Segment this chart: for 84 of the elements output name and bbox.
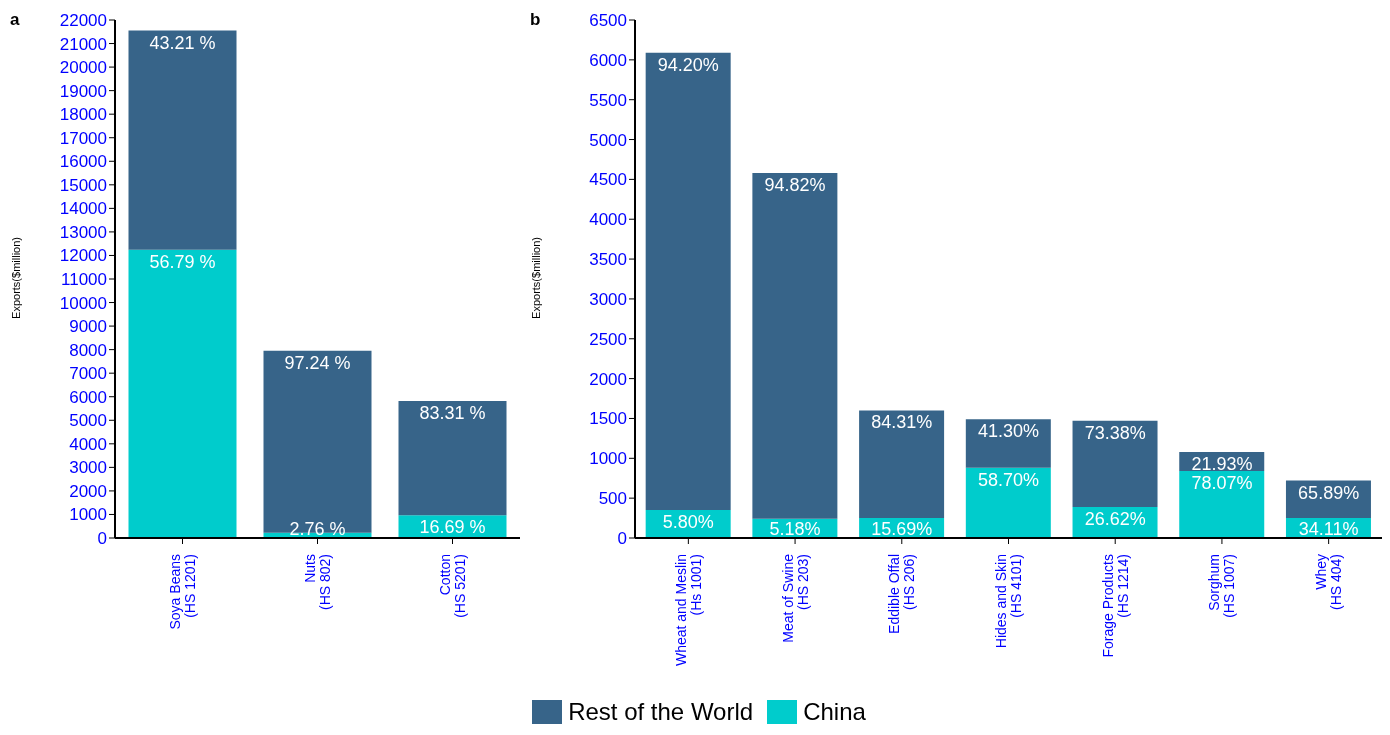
bar [1179,471,1265,538]
x-tick-label: Nuts (HS 802) [302,554,333,611]
bar [965,467,1051,538]
y-tick-label: 21000 [59,34,107,54]
y-tick-label: 10000 [59,293,107,313]
y-axis-title: Exports($million) [530,237,542,319]
y-tick-label: 11000 [60,270,107,290]
bar [263,350,372,533]
chart-title: a [10,10,20,30]
annotation: 94.82% [764,175,826,196]
y-tick-label: 3000 [589,289,627,309]
y-tick-label: 1500 [589,409,627,429]
annotation: 34.11% [1298,519,1359,539]
bar [398,400,507,516]
y-tick-label: 0 [617,529,627,549]
y-tick-label: 1000 [69,505,107,525]
y-tick-label: 4500 [589,170,627,190]
annotation: 56.79 % [149,251,216,272]
y-tick-label: 3000 [69,458,107,478]
legend-label: Rest of the World [568,698,754,726]
y-tick-label: 22000 [59,11,107,31]
bar [965,419,1051,468]
x-tick-label: Sorghum (HS 1007) [1206,554,1238,618]
y-tick-label: 2500 [589,329,627,349]
annotation: 15.69% [871,519,933,539]
bar [1072,420,1158,507]
y-tick-label: 19000 [59,81,107,101]
y-tick-label: 18000 [59,105,107,125]
bar [645,52,731,511]
y-tick-label: 6000 [69,387,107,407]
x-tick-label: Cotton (HS 5201) [437,554,468,618]
annotation: 43.21 % [149,32,216,53]
annotation: 16.69 % [419,517,486,538]
y-tick-label: 2000 [69,481,107,501]
annotation: 97.24 % [284,352,351,373]
y-tick-label: 5000 [69,411,107,431]
y-tick-label: 16000 [59,152,107,172]
y-tick-label: 2000 [589,369,627,389]
annotation: 2.76 % [289,519,346,539]
annotation: 83.31 % [419,402,486,423]
annotation: 73.38% [1084,422,1146,443]
y-tick-label: 500 [598,489,627,509]
x-tick-label: Hides and Skin (HS 4101) [993,554,1024,649]
legend-label: China [803,698,866,726]
y-tick-label: 8000 [69,340,107,360]
y-tick-label: 5500 [589,90,627,110]
x-tick-label: Whey (HS 404) [1313,554,1345,611]
y-tick-label: 12000 [59,246,107,266]
annotation: 84.31% [871,412,933,433]
annotation: 26.62% [1084,508,1146,529]
y-tick-label: 14000 [59,199,107,219]
annotation: 21.93% [1191,453,1253,474]
annotation: 41.30% [977,421,1040,442]
y-tick-label: 1000 [589,449,627,469]
x-tick-label: Forage Products (HS 1214) [1099,554,1131,658]
x-tick-label: Wheat and Meslin (Hs 1001) [672,554,704,667]
y-tick-label: 15000 [59,175,107,195]
annotation: 78.07% [1191,473,1253,494]
y-tick-label: 7000 [69,364,107,384]
y-tick-label: 17000 [59,128,107,148]
y-tick-label: 5000 [589,130,627,150]
y-tick-label: 0 [97,529,107,549]
bar [752,173,838,519]
annotation: 65.89% [1298,482,1360,503]
y-tick-label: 6500 [589,11,627,31]
y-tick-label: 3500 [589,250,627,270]
y-tick-label: 20000 [59,58,107,78]
chart-title: b [530,10,541,30]
annotation: 58.70% [977,469,1040,490]
annotation: 5.18% [769,519,821,539]
bar [859,410,945,519]
y-tick-label: 9000 [69,317,107,337]
y-axis-title: Exports($million) [10,237,22,319]
y-tick-label: 13000 [59,222,107,242]
x-tick-label: Meat of Swine (HS 203) [779,553,811,643]
bar [128,30,237,250]
bar [128,249,237,538]
y-tick-label: 4000 [69,434,107,454]
y-tick-label: 6000 [589,50,627,70]
annotation: 94.20% [657,54,719,75]
x-tick-label: Soya Beans (HS 1201) [167,554,198,630]
x-tick-label: Eddible Offal (HS 206) [886,554,918,634]
annotation: 5.80% [662,512,714,533]
y-tick-label: 4000 [589,210,627,230]
